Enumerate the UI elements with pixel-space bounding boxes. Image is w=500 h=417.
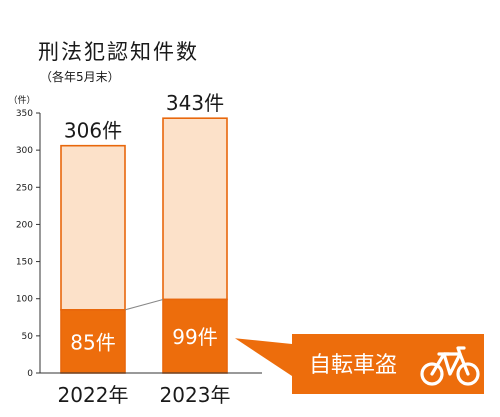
chart-title: 刑法犯認知件数 [38,40,199,64]
bar-segment-bicycle-theft [162,298,228,374]
y-tick-label: 350 [16,109,33,119]
y-tick-label: 200 [16,220,33,230]
bicycle-theft-value-label: 99件 [172,325,217,349]
legend-callout-label: 自転車盗 [309,353,397,378]
y-axis-unit-label: （件） [8,94,35,106]
y-tick-label: 0 [27,369,33,379]
bicycle-icon [420,346,480,386]
segment-connector-line [124,298,164,311]
bar-segment-other [60,144,126,311]
total-value-label: 343件 [166,91,224,115]
x-category-label: 2023年 [160,383,231,407]
y-tick-label: 100 [16,295,33,305]
y-tick-label: 150 [16,258,33,268]
x-category-label: 2022年 [58,383,129,407]
y-tick-label: 50 [22,332,34,342]
total-value-label: 306件 [64,119,122,143]
bar-segment-bicycle-theft [60,309,126,374]
y-tick-label: 300 [16,146,33,156]
bar-segment-other [162,117,228,301]
y-tick-label: 250 [16,183,33,193]
chart-subtitle: （各年5月末） [40,70,120,84]
bicycle-theft-value-label: 85件 [70,330,115,354]
